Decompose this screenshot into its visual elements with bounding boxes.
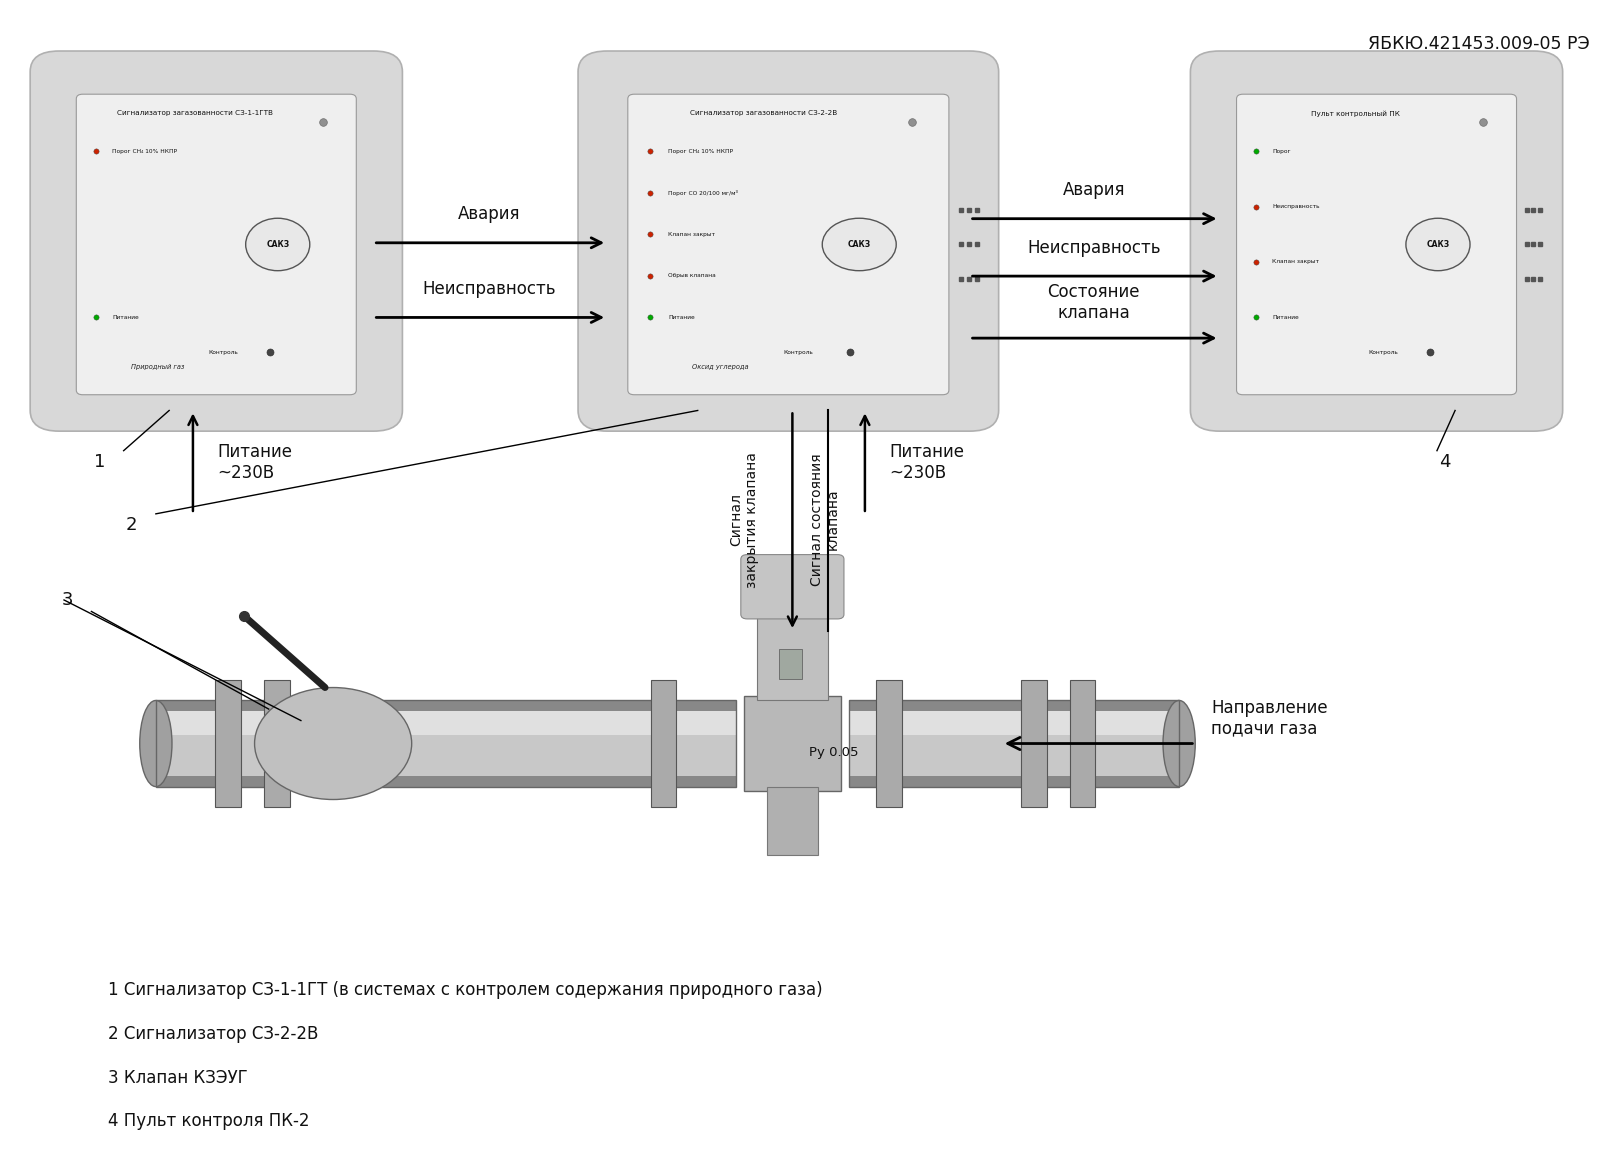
FancyBboxPatch shape <box>155 700 736 787</box>
Text: Сигнал
закрытия клапана: Сигнал закрытия клапана <box>729 451 758 587</box>
FancyBboxPatch shape <box>31 51 403 432</box>
Text: Питание
~230В: Питание ~230В <box>217 443 293 481</box>
Text: Клапан закрыт: Клапан закрыт <box>668 232 715 237</box>
Ellipse shape <box>139 700 171 787</box>
Text: Неисправность: Неисправность <box>1273 204 1319 209</box>
Text: Направление
подачи газа: Направление подачи газа <box>1211 699 1328 737</box>
Text: Порог CH₄ 10% НКПР: Порог CH₄ 10% НКПР <box>112 149 178 153</box>
Text: 3 Клапан КЗЭУГ: 3 Клапан КЗЭУГ <box>107 1069 247 1087</box>
FancyBboxPatch shape <box>766 787 818 855</box>
Text: Питание
~230В: Питание ~230В <box>889 443 964 481</box>
Text: Сигнал состояния
клапана: Сигнал состояния клапана <box>810 454 839 586</box>
Circle shape <box>254 688 412 800</box>
Text: Пульт контрольный ПК: Пульт контрольный ПК <box>1311 111 1400 117</box>
Text: Контроль: Контроль <box>209 350 238 354</box>
Text: ЯБКЮ.421453.009-05 РЭ: ЯБКЮ.421453.009-05 РЭ <box>1368 35 1590 53</box>
Ellipse shape <box>1405 218 1470 271</box>
Text: 3: 3 <box>61 591 73 609</box>
FancyBboxPatch shape <box>744 696 841 790</box>
FancyBboxPatch shape <box>1069 680 1095 808</box>
Text: Авария: Авария <box>1062 181 1125 200</box>
Text: Сигнализатор загазованности СЗ-1-1ГТВ: Сигнализатор загазованности СЗ-1-1ГТВ <box>116 111 273 117</box>
FancyBboxPatch shape <box>577 51 999 432</box>
FancyBboxPatch shape <box>849 700 1179 787</box>
FancyBboxPatch shape <box>741 555 844 619</box>
Text: 1: 1 <box>94 454 105 471</box>
Text: Природный газ: Природный газ <box>131 364 184 369</box>
FancyBboxPatch shape <box>876 680 902 808</box>
Text: Оксид углерода: Оксид углерода <box>692 364 749 369</box>
FancyBboxPatch shape <box>155 711 736 777</box>
Text: Неисправность: Неисправность <box>1027 239 1161 256</box>
FancyBboxPatch shape <box>1190 51 1562 432</box>
Text: 2 Сигнализатор СЗ-2-2В: 2 Сигнализатор СЗ-2-2В <box>107 1025 319 1043</box>
Text: Питание: Питание <box>112 315 139 320</box>
FancyBboxPatch shape <box>627 95 949 395</box>
Text: Контроль: Контроль <box>783 350 813 354</box>
Text: 2: 2 <box>126 516 137 534</box>
Text: Состояние
клапана: Состояние клапана <box>1048 283 1140 322</box>
Text: Клапан закрыт: Клапан закрыт <box>1273 260 1319 264</box>
Text: 4: 4 <box>1439 454 1450 471</box>
Text: Ру 0.05: Ру 0.05 <box>808 747 859 759</box>
Text: САКЗ: САКЗ <box>1426 240 1449 249</box>
FancyBboxPatch shape <box>1237 95 1517 395</box>
Text: Сигнализатор загазованности СЗ-2-2В: Сигнализатор загазованности СЗ-2-2В <box>690 111 838 117</box>
Text: Порог CH₄ 10% НКПР: Порог CH₄ 10% НКПР <box>668 149 733 153</box>
Text: Контроль: Контроль <box>1368 350 1399 354</box>
Text: Порог: Порог <box>1273 149 1290 153</box>
FancyBboxPatch shape <box>779 649 802 679</box>
FancyBboxPatch shape <box>849 711 1179 777</box>
Text: Авария: Авария <box>458 205 521 223</box>
Text: Обрыв клапана: Обрыв клапана <box>668 273 716 278</box>
FancyBboxPatch shape <box>1022 680 1046 808</box>
FancyBboxPatch shape <box>757 614 828 700</box>
Ellipse shape <box>246 218 310 271</box>
FancyBboxPatch shape <box>215 680 241 808</box>
Text: Неисправность: Неисправность <box>422 280 556 298</box>
FancyBboxPatch shape <box>155 711 736 735</box>
Text: САКЗ: САКЗ <box>267 240 289 249</box>
Ellipse shape <box>823 218 896 271</box>
Text: Питание: Питание <box>668 315 695 320</box>
Text: 1 Сигнализатор СЗ-1-1ГТ (в системах с контролем содержания природного газа): 1 Сигнализатор СЗ-1-1ГТ (в системах с ко… <box>107 981 821 999</box>
Ellipse shape <box>1163 700 1195 787</box>
FancyBboxPatch shape <box>650 680 676 808</box>
FancyBboxPatch shape <box>264 680 289 808</box>
Text: 4 Пульт контроля ПК-2: 4 Пульт контроля ПК-2 <box>107 1112 309 1130</box>
Text: САКЗ: САКЗ <box>847 240 872 249</box>
FancyBboxPatch shape <box>849 711 1179 735</box>
FancyBboxPatch shape <box>76 95 356 395</box>
Text: Порог CO 20/100 мг/м³: Порог CO 20/100 мг/м³ <box>668 189 737 196</box>
Text: Питание: Питание <box>1273 315 1298 320</box>
